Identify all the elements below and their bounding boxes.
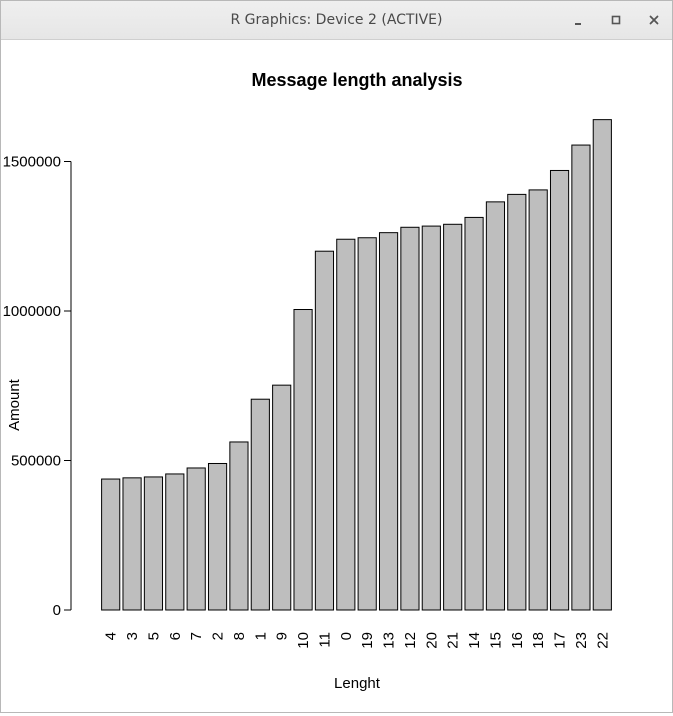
x-tick-label: 22 (594, 632, 611, 649)
bar-21 (443, 223, 463, 611)
y-tick-label: 1500000 (3, 154, 61, 171)
bar-12 (400, 226, 420, 611)
x-tick-label: 4 (103, 632, 120, 640)
bar-9 (272, 384, 292, 611)
y-axis-label: Amount (6, 378, 23, 431)
x-tick-label: 9 (274, 632, 291, 640)
bars (101, 119, 612, 611)
x-tick-label: 2 (210, 632, 227, 640)
bar-19 (357, 237, 377, 611)
x-tick-label: 13 (381, 632, 398, 649)
x-tick-label: 16 (509, 632, 526, 649)
bar-3 (122, 477, 142, 611)
bar-11 (314, 250, 335, 611)
x-tick-label: 17 (552, 632, 569, 649)
x-tick-label: 7 (188, 632, 205, 640)
bar-15 (485, 201, 506, 611)
bar-14 (464, 216, 484, 611)
y-tick-label: 0 (53, 602, 61, 619)
close-icon (649, 15, 659, 25)
bar-10 (293, 309, 313, 611)
maximize-icon (611, 15, 621, 25)
maximize-button[interactable] (606, 10, 626, 30)
title-bar[interactable]: R Graphics: Device 2 (ACTIVE) (1, 1, 672, 40)
bar-0 (336, 238, 356, 611)
x-tick-label: 6 (167, 632, 184, 640)
bar-chart: Message length analysis 0500000100000015… (3, 70, 612, 692)
window-title: R Graphics: Device 2 (ACTIVE) (230, 12, 443, 28)
bar-5 (143, 476, 164, 611)
x-axis-label: Lenght (334, 675, 381, 692)
minimize-icon (575, 23, 581, 25)
bar-7 (186, 467, 206, 611)
x-tick-label: 15 (487, 632, 504, 649)
bar-4 (101, 478, 121, 611)
bar-23 (571, 144, 591, 611)
plot-area: Message length analysis 0 500000 1000000 15… (1, 40, 672, 712)
bar-18 (528, 189, 548, 611)
bar-6 (165, 473, 185, 611)
x-tick-label: 10 (295, 632, 312, 649)
chart-title: Message length analysis (251, 70, 462, 90)
x-tick-label: 20 (423, 632, 440, 649)
bar-17 (549, 169, 570, 611)
close-button[interactable] (644, 10, 664, 30)
y-axis: 0 500000 1000000 1500000 (3, 154, 72, 619)
x-tick-label: 3 (124, 632, 141, 640)
x-tick-label: 12 (402, 632, 419, 649)
bar-22 (592, 119, 612, 611)
bar-8 (229, 441, 249, 611)
y-tick-label: 1000000 (3, 303, 61, 320)
x-tick-label: 23 (573, 632, 590, 649)
x-tick-label: 18 (530, 632, 547, 649)
y-tick-label: 500000 (11, 453, 61, 470)
bar-2 (207, 462, 228, 611)
x-tick-label: 11 (316, 632, 333, 648)
x-tick-label: 0 (338, 632, 355, 640)
x-tick-label: 14 (466, 632, 483, 649)
x-tick-labels: 4 3 5 6 7 2 8 1 9 10 11 0 19 13 12 20 21 14 15 16 18 17 23 22 (103, 632, 612, 649)
x-tick-label: 19 (359, 632, 376, 649)
x-tick-label: 1 (252, 632, 269, 640)
bar-1 (250, 398, 270, 611)
x-tick-label: 21 (445, 632, 462, 649)
bar-16 (507, 193, 527, 611)
x-tick-label: 5 (145, 632, 162, 640)
minimize-button[interactable] (568, 10, 588, 30)
x-tick-label: 8 (231, 632, 248, 640)
bar-13 (378, 232, 399, 611)
bar-20 (421, 225, 441, 611)
